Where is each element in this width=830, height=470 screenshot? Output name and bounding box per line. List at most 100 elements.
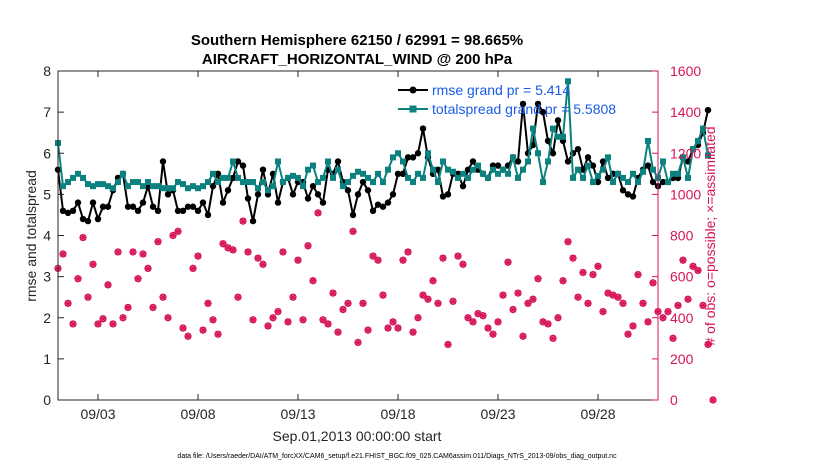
obs-assimilated-marker bbox=[304, 242, 312, 250]
totalspread-point bbox=[615, 170, 621, 177]
legend-totalspread-label: totalspread grand pr = 5.5808 bbox=[432, 101, 616, 117]
obs-assimilated-marker bbox=[569, 254, 577, 262]
obs-assimilated-marker bbox=[544, 320, 552, 328]
obs-star-stroke bbox=[64, 300, 72, 307]
obs-star-stroke bbox=[369, 253, 377, 260]
obs-assimilated-marker bbox=[79, 233, 87, 242]
totalspread-point bbox=[165, 185, 171, 192]
totalspread-point bbox=[280, 179, 286, 186]
legend-totalspread-marker bbox=[409, 105, 417, 113]
obs-star-stroke bbox=[484, 324, 492, 332]
plot-area bbox=[58, 71, 658, 400]
rmse-point bbox=[564, 158, 572, 165]
y-axis-right-label: # of obs: o=possible; ×=assimilated bbox=[702, 126, 718, 345]
rmse-point bbox=[304, 195, 312, 202]
obs-star-stroke bbox=[629, 322, 637, 330]
obs-star-stroke bbox=[224, 244, 232, 251]
obs-star-stroke bbox=[334, 329, 342, 336]
totalspread-point bbox=[325, 158, 331, 165]
totalspread-point bbox=[675, 170, 681, 177]
totalspread-point bbox=[375, 170, 381, 177]
obs-assimilated-marker bbox=[89, 260, 97, 268]
obs-assimilated-marker bbox=[374, 256, 382, 264]
obs-star-stroke bbox=[199, 327, 207, 334]
obs-assimilated-marker bbox=[529, 295, 537, 303]
obs-star-stroke bbox=[694, 267, 702, 274]
totalspread-point bbox=[620, 174, 626, 181]
rmse-point bbox=[534, 100, 542, 108]
obs-assimilated-marker bbox=[499, 291, 507, 299]
obs-star-stroke bbox=[69, 320, 77, 327]
obs-star-stroke bbox=[494, 318, 502, 325]
rmse-point bbox=[319, 199, 327, 206]
obs-star-stroke bbox=[404, 248, 412, 256]
obs-assimilated-marker bbox=[699, 301, 707, 310]
totalspread-point bbox=[485, 174, 491, 181]
totalspread-point bbox=[295, 174, 301, 181]
obs-star-stroke bbox=[564, 238, 572, 245]
obs-star-stroke bbox=[509, 306, 517, 313]
totalspread-point bbox=[640, 168, 646, 175]
rmse-point bbox=[69, 207, 77, 215]
obs-assimilated-marker bbox=[464, 314, 472, 322]
totalspread-point bbox=[315, 179, 321, 186]
y-right-tick-label: 1600 bbox=[670, 63, 701, 79]
obs-assimilated-marker bbox=[59, 250, 67, 258]
totalspread-point bbox=[435, 179, 441, 186]
obs-assimilated-marker bbox=[214, 330, 222, 338]
totalspread-point bbox=[270, 183, 276, 190]
obs-star-stroke bbox=[339, 306, 347, 313]
obs-assimilated-marker bbox=[704, 340, 712, 349]
rmse-point bbox=[139, 199, 147, 206]
y-right-tick-label: 1200 bbox=[670, 145, 701, 161]
obs-assimilated-marker bbox=[349, 227, 357, 235]
totalspread-point bbox=[415, 170, 421, 177]
obs-star-stroke bbox=[289, 294, 297, 301]
obs-assimilated-marker bbox=[564, 238, 572, 246]
rmse-point bbox=[259, 166, 267, 173]
obs-assimilated-marker bbox=[424, 295, 432, 303]
totalspread-point bbox=[140, 183, 146, 190]
obs-assimilated-marker bbox=[614, 293, 622, 301]
totalspread-point bbox=[385, 166, 391, 173]
rmse-point bbox=[314, 191, 322, 198]
obs-assimilated-marker bbox=[644, 318, 652, 326]
x-tick-label: 09/23 bbox=[480, 406, 515, 422]
totalspread-point bbox=[575, 166, 581, 173]
obs-star-stroke bbox=[529, 296, 537, 303]
obs-assimilated-marker bbox=[689, 262, 697, 270]
obs-star-stroke bbox=[74, 275, 82, 282]
obs-assimilated-marker bbox=[184, 332, 192, 340]
obs-assimilated-marker bbox=[209, 316, 217, 324]
rmse-point bbox=[84, 217, 92, 225]
obs-star-stroke bbox=[504, 259, 512, 266]
rmse-point bbox=[379, 203, 387, 210]
rmse-point bbox=[89, 199, 97, 206]
totalspread-point bbox=[75, 170, 81, 177]
totalspread-point bbox=[510, 154, 516, 161]
rmse-point bbox=[159, 158, 167, 165]
totalspread-point bbox=[190, 183, 196, 190]
obs-assimilated-marker bbox=[439, 254, 447, 262]
totalspread-point bbox=[500, 166, 506, 173]
rmse-point bbox=[469, 158, 477, 165]
obs-star-stroke bbox=[134, 275, 142, 282]
obs-assimilated-marker bbox=[244, 248, 252, 256]
obs-assimilated-marker bbox=[664, 307, 672, 316]
totalspread-point bbox=[145, 179, 151, 186]
totalspread-point bbox=[230, 158, 236, 165]
obs-star-stroke bbox=[114, 248, 122, 256]
obs-assimilated-marker bbox=[399, 256, 407, 264]
totalspread-point bbox=[370, 179, 376, 186]
totalspread-point bbox=[420, 174, 426, 181]
obs-star-stroke bbox=[284, 318, 292, 325]
totalspread-point bbox=[560, 133, 566, 140]
obs-star-stroke bbox=[399, 257, 407, 264]
rmse-point bbox=[649, 178, 657, 186]
y-axis-left: 0 1 2 3 4 5 6 7 8 bbox=[43, 63, 64, 408]
obs-assimilated-marker bbox=[489, 330, 497, 338]
rmse-point bbox=[494, 162, 502, 169]
rmse-point bbox=[229, 174, 237, 182]
totalspread-point bbox=[350, 172, 356, 179]
rmse-point bbox=[59, 207, 67, 215]
